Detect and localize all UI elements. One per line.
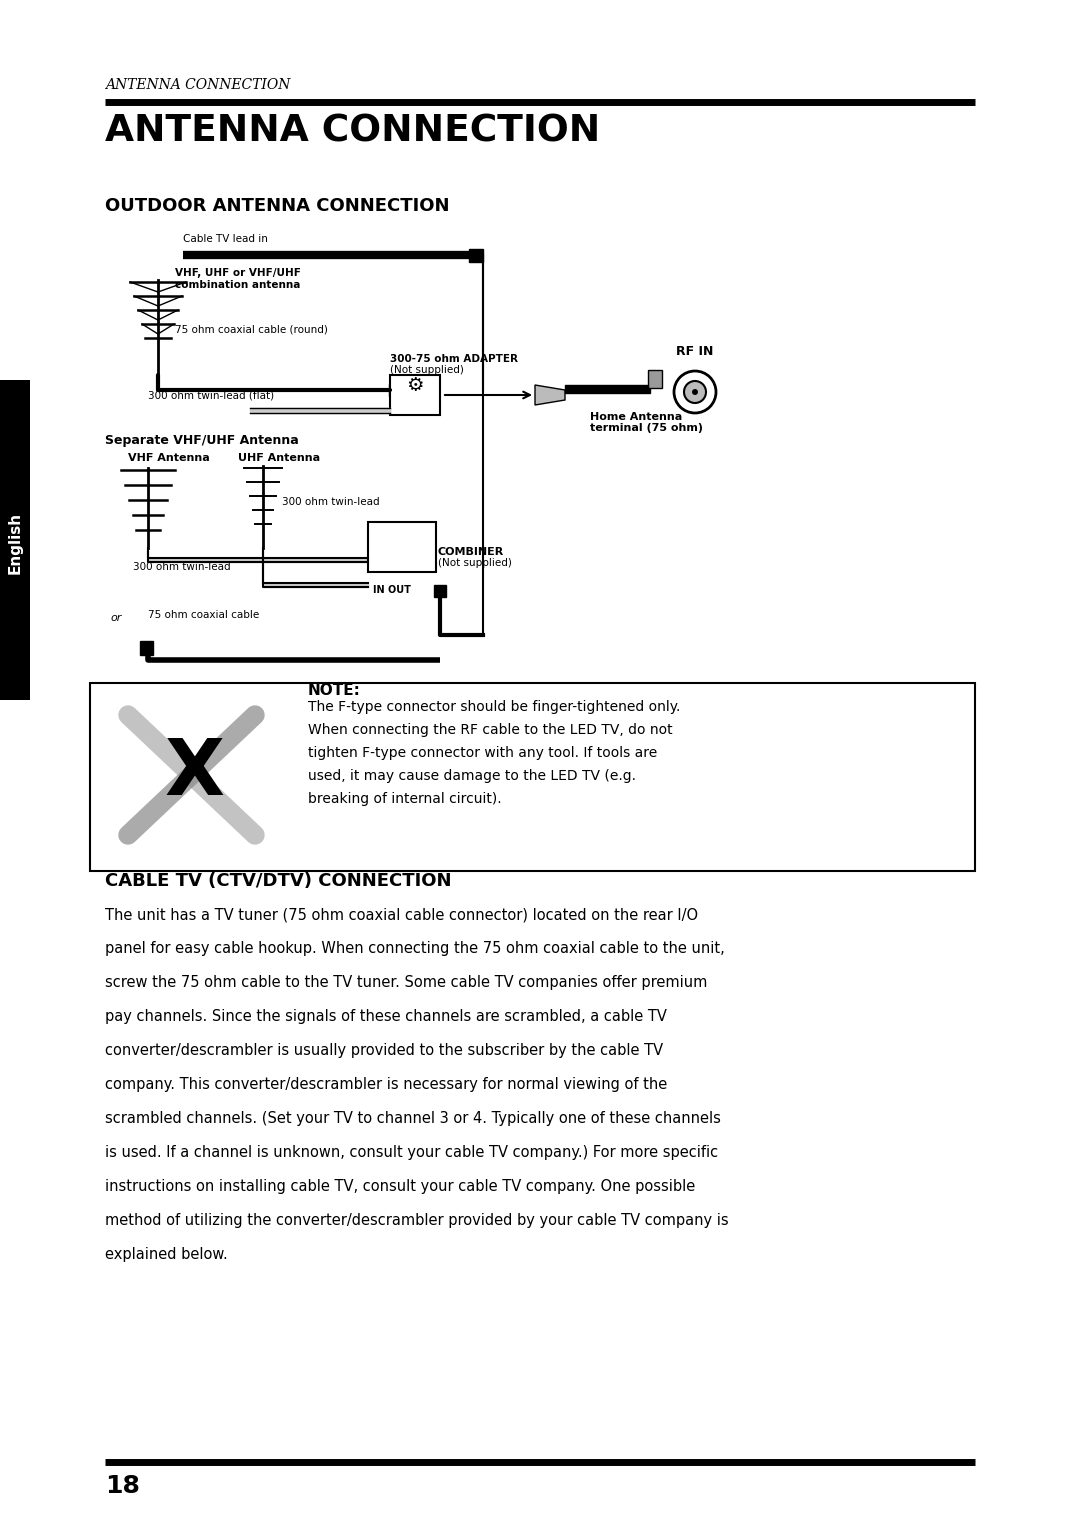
- Text: The F-type connector should be finger-tightened only.: The F-type connector should be finger-ti…: [308, 700, 680, 714]
- Polygon shape: [535, 385, 565, 405]
- Text: 300 ohm twin-lead (flat): 300 ohm twin-lead (flat): [148, 390, 274, 401]
- Text: 75 ohm coaxial cable (round): 75 ohm coaxial cable (round): [175, 326, 328, 335]
- Text: ⚙: ⚙: [406, 376, 423, 394]
- Text: 300 ohm twin-lead: 300 ohm twin-lead: [133, 563, 231, 572]
- Text: instructions on installing cable TV, consult your cable TV company. One possible: instructions on installing cable TV, con…: [105, 1179, 696, 1194]
- Text: (Not supplied): (Not supplied): [390, 365, 464, 375]
- Text: panel for easy cable hookup. When connecting the 75 ohm coaxial cable to the uni: panel for easy cable hookup. When connec…: [105, 940, 725, 956]
- Bar: [368, 521, 436, 572]
- Text: COMBINER: COMBINER: [438, 547, 504, 557]
- Bar: [390, 375, 440, 414]
- Text: VHF, UHF or VHF/UHF: VHF, UHF or VHF/UHF: [175, 268, 301, 278]
- Text: converter/descrambler is usually provided to the subscriber by the cable TV: converter/descrambler is usually provide…: [105, 1043, 663, 1058]
- Text: UHF Antenna: UHF Antenna: [238, 453, 320, 463]
- Text: Cable TV lead in: Cable TV lead in: [183, 234, 268, 245]
- Text: method of utilizing the converter/descrambler provided by your cable TV company : method of utilizing the converter/descra…: [105, 1212, 729, 1228]
- Circle shape: [684, 381, 706, 404]
- Text: ANTENNA CONNECTION: ANTENNA CONNECTION: [105, 78, 291, 92]
- Text: CABLE TV (CTV/DTV) CONNECTION: CABLE TV (CTV/DTV) CONNECTION: [105, 872, 451, 890]
- Bar: [140, 641, 153, 654]
- Bar: [648, 370, 662, 388]
- Text: company. This converter/descrambler is necessary for normal viewing of the: company. This converter/descrambler is n…: [105, 1076, 667, 1092]
- Text: 300-75 ohm ADAPTER: 300-75 ohm ADAPTER: [390, 355, 518, 364]
- Circle shape: [692, 388, 698, 394]
- Bar: [90, 683, 975, 872]
- Text: or: or: [110, 613, 121, 622]
- Text: The unit has a TV tuner (75 ohm coaxial cable connector) located on the rear I/O: The unit has a TV tuner (75 ohm coaxial …: [105, 907, 698, 922]
- Text: 18: 18: [105, 1474, 140, 1498]
- Text: pay channels. Since the signals of these channels are scrambled, a cable TV: pay channels. Since the signals of these…: [105, 1009, 666, 1024]
- Text: 300 ohm twin-lead: 300 ohm twin-lead: [282, 497, 380, 508]
- Text: (Not supplied): (Not supplied): [438, 558, 512, 567]
- Circle shape: [674, 372, 716, 413]
- Text: combination antenna: combination antenna: [175, 280, 300, 291]
- Text: IN OUT: IN OUT: [373, 586, 410, 595]
- Bar: [565, 385, 650, 393]
- Bar: [389, 384, 401, 396]
- Text: 75 ohm coaxial cable: 75 ohm coaxial cable: [148, 610, 259, 619]
- Text: X: X: [165, 735, 225, 810]
- Text: explained below.: explained below.: [105, 1248, 228, 1261]
- Text: tighten F-type connector with any tool. If tools are: tighten F-type connector with any tool. …: [308, 746, 658, 760]
- Text: OUTDOOR ANTENNA CONNECTION: OUTDOOR ANTENNA CONNECTION: [105, 197, 449, 216]
- Text: terminal (75 ohm): terminal (75 ohm): [590, 424, 703, 433]
- Bar: [469, 249, 483, 261]
- Text: When connecting the RF cable to the LED TV, do not: When connecting the RF cable to the LED …: [308, 723, 673, 737]
- Text: is used. If a channel is unknown, consult your cable TV company.) For more speci: is used. If a channel is unknown, consul…: [105, 1145, 718, 1161]
- Text: breaking of internal circuit).: breaking of internal circuit).: [308, 792, 501, 806]
- Text: Separate VHF/UHF Antenna: Separate VHF/UHF Antenna: [105, 434, 299, 446]
- Text: RF IN: RF IN: [676, 346, 714, 358]
- Text: NOTE:: NOTE:: [308, 683, 361, 699]
- Text: screw the 75 ohm cable to the TV tuner. Some cable TV companies offer premium: screw the 75 ohm cable to the TV tuner. …: [105, 976, 707, 989]
- Text: ANTENNA CONNECTION: ANTENNA CONNECTION: [105, 115, 600, 150]
- Text: used, it may cause damage to the LED TV (e.g.: used, it may cause damage to the LED TV …: [308, 769, 636, 783]
- Text: English: English: [8, 512, 23, 573]
- Bar: [434, 586, 446, 596]
- Bar: [0, 381, 30, 700]
- Text: Home Antenna: Home Antenna: [590, 411, 683, 422]
- Text: VHF Antenna: VHF Antenna: [129, 453, 210, 463]
- Text: scrambled channels. (Set your TV to channel 3 or 4. Typically one of these chann: scrambled channels. (Set your TV to chan…: [105, 1112, 720, 1125]
